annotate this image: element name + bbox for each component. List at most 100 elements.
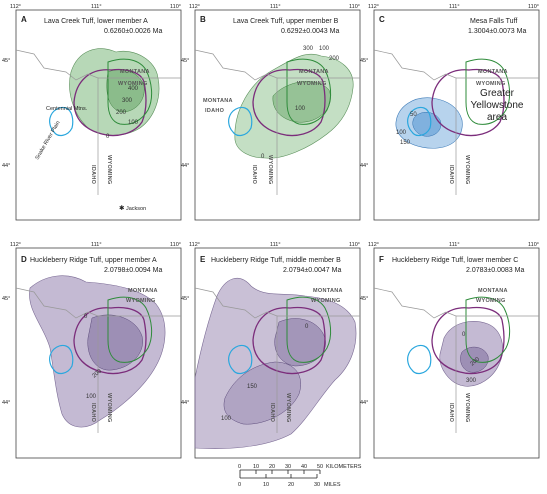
panel-e: E Huckleberry Ridge Tuff, middle member … — [194, 247, 361, 459]
panel-b-title: Lava Creek Tuff, upper member B — [233, 18, 339, 25]
lon-110-d: 110° — [170, 242, 181, 248]
panel-f-idaho-v: IDAHO — [448, 403, 454, 423]
panel-e-age: 2.0794±0.0047 Ma — [283, 267, 341, 274]
panel-c-greater-yellowstone-box: Greater Yellowstone area — [470, 88, 524, 123]
scale-mi-30: 30 — [314, 482, 320, 488]
panel-b-contour-100b: 100 — [295, 106, 306, 112]
panel-a-wyoming: WYOMING — [118, 81, 148, 87]
panel-e-contour-0: 0 — [305, 324, 309, 330]
panel-e-idaho-v: IDAHO — [269, 403, 275, 423]
panel-c-idaho-v: IDAHO — [448, 165, 454, 185]
lon-112-a: 112° — [10, 4, 21, 10]
panel-b-frame — [194, 9, 361, 221]
lon-110-f: 110° — [528, 242, 539, 248]
panel-b-contour-100a: 100 — [319, 46, 330, 52]
panel-f-contour-200: 200 — [469, 356, 481, 367]
panel-c-wyoming-v: WYOMING — [464, 155, 470, 185]
panel-f-contour-inner — [460, 346, 489, 373]
panel-b-idaho-v: IDAHO — [251, 165, 257, 185]
lat-45-e: 45° — [181, 296, 189, 302]
panel-d-contour-100: 100 — [86, 394, 97, 400]
lat-44-b: 44° — [181, 163, 189, 169]
lat-44-d: 44° — [2, 400, 10, 406]
panel-f: F Huckleberry Ridge Tuff, lower member C… — [373, 247, 540, 459]
panel-c: C Mesa Falls Tuff 1.3004±0.0073 Ma MONTA… — [373, 9, 540, 221]
lon-112-d: 112° — [10, 242, 21, 248]
panel-a-wyoming-v: WYOMING — [106, 155, 112, 185]
lat-45-f: 45° — [360, 296, 368, 302]
panel-c-wyoming: WYOMING — [476, 81, 506, 87]
panel-a-montana: MONTANA — [120, 69, 150, 75]
lat-44-e: 44° — [181, 400, 189, 406]
panel-a-jackson: Jackson — [126, 206, 146, 212]
panel-f-wyoming-v: WYOMING — [464, 393, 470, 423]
panel-d-wyoming-v: WYOMING — [106, 393, 112, 423]
panel-d-letter: D — [21, 255, 27, 264]
lon-111-b: 111° — [270, 4, 281, 10]
panel-b-letter: B — [200, 15, 206, 24]
panel-d-age: 2.0798±0.0094 Ma — [104, 267, 162, 274]
panel-b-montana2: MONTANA — [203, 98, 233, 104]
panel-e-contour-150 — [223, 361, 301, 425]
panel-d-contour-200: 200 — [91, 368, 103, 379]
panel-b-age: 0.6292±0.0043 Ma — [281, 28, 339, 35]
scale-km-40: 40 — [301, 464, 307, 470]
scale-mi-10: 10 — [263, 482, 269, 488]
panel-c-state-border — [373, 49, 457, 195]
panel-a: A Lava Creek Tuff, lower member A 0.6260… — [15, 9, 182, 221]
scale-mi-unit: MILES — [324, 482, 341, 488]
panel-d-montana: MONTANA — [128, 288, 158, 294]
lon-111-e: 111° — [270, 242, 281, 248]
lat-45-a: 45° — [2, 58, 10, 64]
lon-112-f: 112° — [368, 242, 379, 248]
panel-b: B Lava Creek Tuff, upper member B 0.6292… — [194, 9, 361, 221]
lat-45-b: 45° — [181, 58, 189, 64]
panel-b-contour-200: 200 — [329, 56, 340, 62]
scale-bar: 0 10 20 30 40 50 KILOMETERS 0 10 20 30 M… — [238, 464, 362, 488]
scale-km-20: 20 — [269, 464, 275, 470]
panel-c-contour-inner — [412, 112, 442, 137]
panel-d-title: Huckleberry Ridge Tuff, upper member A — [30, 257, 157, 264]
panel-c-age: 1.3004±0.0073 Ma — [468, 28, 526, 35]
lat-44-a: 44° — [2, 163, 10, 169]
panel-a-contour-100: 100 — [128, 120, 139, 126]
panel-b-montana: MONTANA — [299, 69, 329, 75]
panel-b-idaho: IDAHO — [205, 108, 225, 114]
panel-a-contour-0: 0 — [106, 134, 110, 140]
panel-f-montana: MONTANA — [478, 288, 508, 294]
lat-45-c: 45° — [360, 58, 368, 64]
scale-mi-20: 20 — [288, 482, 294, 488]
panel-b-wyoming-v: WYOMING — [267, 155, 273, 185]
panel-b-wyoming: WYOMING — [297, 81, 327, 87]
panel-c-contour-150: 150 — [400, 140, 411, 146]
panel-e-title: Huckleberry Ridge Tuff, middle member B — [211, 257, 341, 264]
panel-f-contour-0: 0 — [462, 332, 466, 338]
panel-f-age: 2.0783±0.0083 Ma — [466, 267, 524, 274]
panel-d-contour-inner — [87, 314, 143, 371]
panel-d-wyoming: WYOMING — [126, 298, 156, 304]
panel-a-contour-200: 200 — [116, 110, 127, 116]
panel-c-contour-100: 100 — [396, 130, 407, 136]
lat-44-f: 44° — [360, 400, 368, 406]
lon-110-a: 110° — [170, 4, 181, 10]
panel-a-letter: A — [21, 15, 27, 24]
scale-km-10: 10 — [253, 464, 259, 470]
panel-a-age: 0.6260±0.0026 Ma — [104, 28, 162, 35]
panel-c-greater-yellowstone: Greater Yellowstone area — [470, 88, 524, 123]
scale-km-unit: KILOMETERS — [326, 464, 362, 470]
panel-e-montana: MONTANA — [313, 288, 343, 294]
panel-c-letter: C — [379, 15, 385, 24]
panel-a-contour-400: 400 — [128, 86, 139, 92]
panel-e-state-border — [194, 287, 278, 433]
lat-45-d: 45° — [2, 296, 10, 302]
panel-b-contour-300: 300 — [303, 46, 314, 52]
lon-110-e: 110° — [349, 242, 360, 248]
panel-a-jackson-star: ✱ — [119, 204, 125, 212]
panel-f-wyoming: WYOMING — [476, 298, 506, 304]
panel-b-tuff-extent — [234, 53, 354, 159]
lon-112-e: 112° — [189, 242, 200, 248]
panel-e-wyoming-v: WYOMING — [285, 393, 291, 423]
scale-km-50: 50 — [317, 464, 323, 470]
lon-112-c: 112° — [368, 4, 379, 10]
